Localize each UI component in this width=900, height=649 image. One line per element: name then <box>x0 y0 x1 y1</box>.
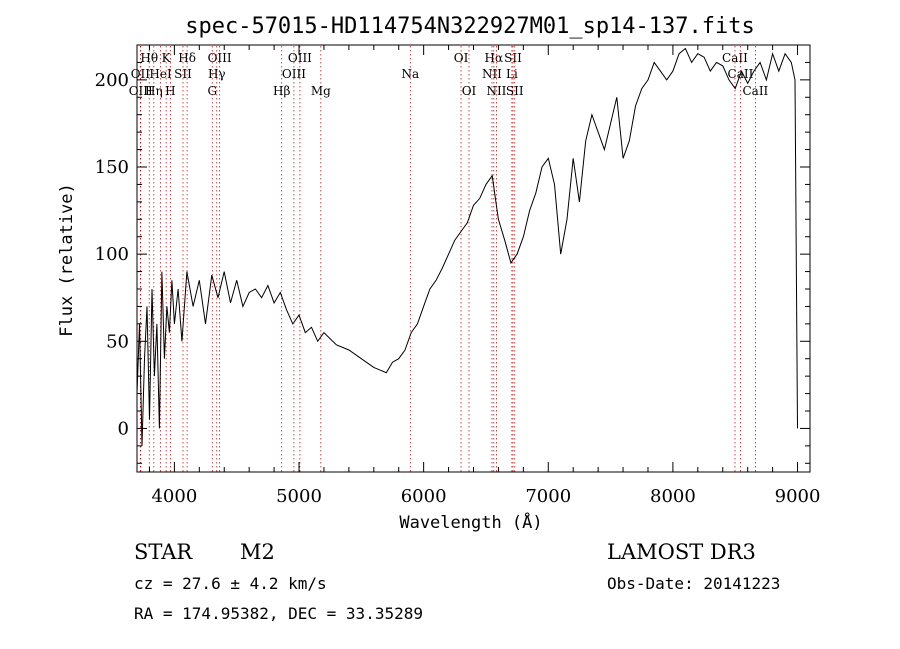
line-marker-label-17: OI <box>454 51 469 65</box>
y-tick-label-2: 100 <box>95 244 129 265</box>
y-tick-label-1: 50 <box>106 331 129 352</box>
line-marker-label-5: Hη <box>145 84 163 98</box>
line-marker-label-2: OIII <box>129 84 153 98</box>
line-marker-label-22: Li <box>506 67 518 81</box>
x-tick-label-1: 5000 <box>276 486 322 507</box>
x-tick-label-0: 4000 <box>151 486 197 507</box>
line-marker-label-27: CaII <box>742 84 768 98</box>
spectrum-series-line <box>136 47 798 446</box>
line-marker-label-3: K <box>162 51 172 65</box>
coordinates: RA = 174.95382, DEC = 33.35289 <box>134 604 423 623</box>
observation-date: Obs-Date: 20141223 <box>607 574 780 593</box>
x-tick-label-3: 7000 <box>525 486 571 507</box>
line-marker-label-23: NII <box>486 84 506 98</box>
y-axis-label: Flux (relative) <box>57 183 77 337</box>
line-marker-label-13: OIII <box>282 67 306 81</box>
line-marker-label-21: NII <box>482 67 502 81</box>
survey-name: LAMOST DR3 <box>607 540 756 564</box>
spectral-subclass: M2 <box>240 540 275 564</box>
line-marker-label-0: Hθ <box>140 51 158 65</box>
y-tick-label-3: 150 <box>95 157 129 178</box>
line-marker-label-11: G <box>207 84 217 98</box>
line-marker-label-4: HeI <box>149 67 172 81</box>
x-tick-label-5: 9000 <box>775 486 821 507</box>
line-marker-label-6: Hδ <box>178 51 196 65</box>
x-axis-label: Wavelength (Å) <box>399 511 542 533</box>
redshift-cz: cz = 27.6 ± 4.2 km/s <box>134 574 327 593</box>
chart-title: spec-57015-HD114754N322927M01_sp14-137.f… <box>185 14 755 39</box>
line-marker-label-9: OIII <box>208 51 232 65</box>
x-tick-label-4: 8000 <box>650 486 696 507</box>
x-tick-label-2: 6000 <box>401 486 447 507</box>
line-marker-label-10: Hγ <box>208 67 226 81</box>
line-marker-label-19: Hα <box>485 51 504 65</box>
line-marker-label-12: OIII <box>288 51 312 65</box>
y-tick-label-4: 200 <box>95 70 129 91</box>
axis-ticks: 4000 5000 6000 7000 8000 9000 0 50 100 150 200 <box>95 44 821 507</box>
object-type: STAR <box>134 540 193 564</box>
line-marker-label-18: OI <box>462 84 477 98</box>
line-marker-label-14: Hβ <box>273 84 290 98</box>
line-marker-label-16: Na <box>401 67 419 81</box>
plot-frame <box>136 44 811 473</box>
line-marker-label-25: CaII <box>722 51 748 65</box>
line-marker-label-8: H <box>165 84 175 98</box>
line-marker-label-24: SII <box>506 84 524 98</box>
y-tick-label-0: 0 <box>118 418 129 439</box>
line-marker-label-15: Mg <box>311 84 331 98</box>
line-marker-label-20: SII <box>504 51 522 65</box>
line-marker-label-7: SII <box>174 67 192 81</box>
